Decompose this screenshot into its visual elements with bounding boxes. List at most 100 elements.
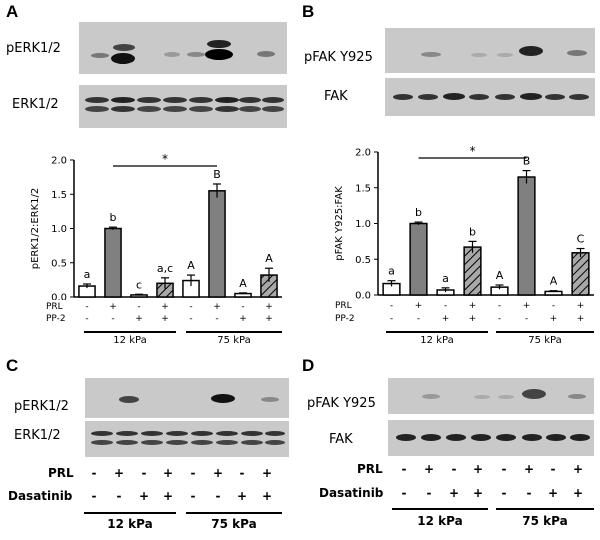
- condition-value: -: [497, 301, 502, 311]
- condition-value: -: [189, 314, 193, 324]
- condition-value: +: [236, 489, 248, 503]
- condition-label: PRL: [48, 466, 74, 480]
- condition-value: +: [414, 301, 423, 311]
- condition-value: +: [239, 314, 247, 324]
- condition-value: +: [423, 462, 435, 476]
- group-line: [496, 331, 594, 333]
- significance-letter: A: [239, 277, 247, 290]
- significance-star: *: [162, 152, 168, 166]
- group-line: [392, 508, 488, 510]
- condition-value: -: [401, 462, 407, 476]
- condition-label: Dasatinib: [319, 486, 384, 500]
- significance-letter: b: [469, 225, 476, 238]
- group-line: [186, 512, 282, 514]
- significance-letter: b: [415, 206, 422, 219]
- condition-value: -: [141, 466, 147, 480]
- condition-value: -: [190, 489, 196, 503]
- panel-letter-c: C: [6, 356, 19, 375]
- condition-value: +: [468, 314, 477, 324]
- condition-value: -: [91, 489, 97, 503]
- bar: [104, 227, 122, 298]
- group-label: 75 kPa: [522, 514, 568, 528]
- bar: [409, 222, 428, 296]
- condition-value: +: [161, 302, 169, 312]
- y-tick-label: 2.0: [355, 148, 371, 159]
- panel-letter-d: D: [302, 356, 315, 375]
- blot-perk-c: [85, 378, 289, 418]
- blot-label-perk-c: pERK1/2: [14, 399, 69, 414]
- condition-label: Dasatinib: [8, 489, 73, 503]
- significance-letter: B: [523, 155, 531, 168]
- condition-value: -: [551, 301, 556, 311]
- condition-value: +: [472, 486, 484, 500]
- blot-label-erk: ERK1/2: [12, 97, 59, 112]
- condition-value: +: [547, 486, 559, 500]
- condition-value: +: [113, 466, 125, 480]
- condition-value: +: [135, 314, 143, 324]
- significance-letter: a: [388, 265, 395, 278]
- significance-letter: A: [496, 269, 504, 282]
- panel-letter-b: B: [302, 2, 315, 21]
- bar: [463, 246, 482, 296]
- group-line: [386, 331, 488, 333]
- blot-label-pfak-d: pFAK Y925: [307, 396, 376, 411]
- blot-label-fak: FAK: [324, 89, 348, 104]
- condition-value: -: [85, 314, 89, 324]
- condition-value: +: [576, 301, 585, 311]
- condition-value: +: [162, 466, 174, 480]
- condition-value: -: [215, 489, 221, 503]
- condition-label: PRL: [46, 302, 63, 312]
- condition-label: PP-2: [335, 314, 355, 324]
- condition-value: -: [137, 302, 141, 312]
- significance-letter: A: [187, 259, 195, 272]
- condition-value: -: [443, 301, 448, 311]
- condition-value: -: [497, 314, 502, 324]
- condition-value: -: [426, 486, 432, 500]
- condition-value: +: [441, 314, 450, 324]
- significance-letter: A: [550, 275, 558, 288]
- condition-label: PRL: [357, 462, 383, 476]
- condition-value: -: [85, 302, 89, 312]
- blot-label-pfak: pFAK Y925: [304, 50, 373, 65]
- condition-value: +: [572, 462, 584, 476]
- y-tick-label: 1.5: [355, 183, 371, 194]
- blot-fak-b: [385, 78, 595, 116]
- group-label: 12 kPa: [113, 335, 147, 346]
- condition-value: -: [215, 314, 219, 324]
- condition-value: -: [389, 301, 394, 311]
- blot-erk-a: [79, 85, 287, 128]
- group-label: 12 kPa: [417, 514, 463, 528]
- significance-star: *: [470, 144, 476, 158]
- condition-value: +: [549, 314, 558, 324]
- blot-pfak-b: [385, 28, 595, 73]
- condition-value: -: [189, 302, 193, 312]
- y-axis-label: pERK1/2:ERK1/2: [30, 188, 41, 270]
- condition-value: -: [401, 486, 407, 500]
- condition-value: +: [448, 486, 460, 500]
- condition-value: -: [501, 486, 507, 500]
- blot-label-fak-d: FAK: [329, 432, 353, 447]
- condition-value: -: [116, 489, 122, 503]
- condition-value: +: [212, 466, 224, 480]
- group-label: 12 kPa: [107, 517, 153, 531]
- chart-b: 0.0 0.5 1.0 1.5 2.0 pFAK Y925:FAK a b a b A B A C *: [334, 144, 594, 301]
- significance-letter: a: [442, 272, 449, 285]
- condition-value: -: [501, 462, 507, 476]
- group-label: 75 kPa: [217, 335, 251, 346]
- condition-value: +: [572, 486, 584, 500]
- y-tick-label: 1.5: [51, 190, 67, 201]
- y-tick-label: 0.0: [355, 291, 371, 301]
- group-label: 75 kPa: [211, 517, 257, 531]
- significance-letter: C: [577, 233, 585, 246]
- group-label: 75 kPa: [528, 335, 562, 346]
- significance-letter: b: [110, 211, 117, 224]
- significance-letter: B: [213, 168, 221, 181]
- y-tick-label: 0.0: [51, 293, 67, 301]
- condition-value: +: [265, 314, 273, 324]
- condition-value: +: [138, 489, 150, 503]
- condition-value: -: [526, 486, 532, 500]
- y-axis-label: pFAK Y925:FAK: [334, 186, 345, 261]
- chart-a: 0.0 0.5 1.0 1.5 2.0 pERK1/2:ERK1/2 a b c a,c A B A A *: [30, 152, 282, 301]
- condition-value: +: [261, 466, 273, 480]
- y-tick-label: 1.0: [51, 224, 67, 235]
